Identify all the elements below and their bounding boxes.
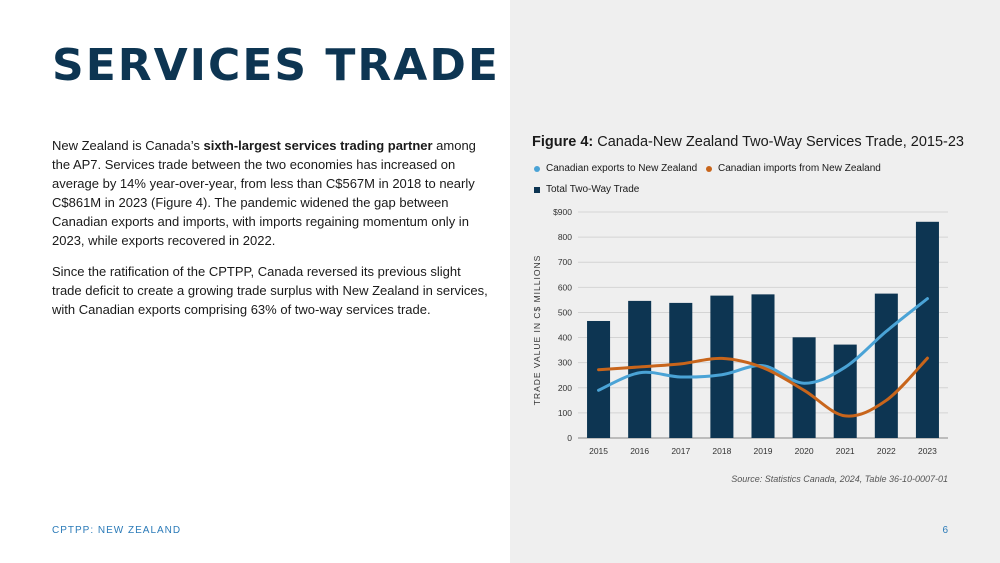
footer-section-label: CPTPP: NEW ZEALAND — [52, 525, 182, 536]
intro-text-bold: sixth-largest services trading partner — [203, 138, 433, 153]
bar-total — [587, 320, 611, 438]
y-tick-label: 700 — [558, 257, 572, 267]
legend-imports-dot — [706, 165, 712, 172]
bar-total — [628, 300, 652, 438]
x-tick-label: 2020 — [795, 446, 814, 456]
x-tick-label: 2021 — [836, 446, 855, 456]
bar-total — [915, 221, 939, 438]
line-exports — [597, 297, 929, 392]
bar-total — [710, 295, 734, 438]
page-title: SERVICES TRADE — [52, 40, 500, 91]
x-tick-label: 2017 — [671, 446, 690, 456]
cptpp-paragraph: Since the ratification of the CPTPP, Can… — [52, 264, 488, 317]
y-tick-label: 500 — [558, 307, 572, 317]
x-tick-label: 2016 — [630, 446, 649, 456]
legend-exports-dot — [534, 165, 540, 172]
y-tick-label: $900 — [553, 207, 572, 217]
legend-total-label: Total Two-Way Trade — [546, 184, 640, 195]
services-trade-chart: 0 100 200 300 400 500 600 700 800 $900 TRADE VALUE… — [532, 207, 948, 456]
legend-exports: Canadian exports to New Zealand — [534, 163, 697, 174]
bar-total — [833, 344, 857, 438]
legend-imports: Canadian imports from New Zealand — [706, 163, 881, 174]
x-tick-label: 2015 — [589, 446, 608, 456]
legend-total: Total Two-Way Trade — [534, 184, 639, 195]
figure-caption: Canada-New Zealand Two-Way Services Trad… — [597, 134, 964, 150]
y-tick-label: 600 — [558, 282, 572, 292]
bar-total — [874, 293, 898, 438]
intro-text-end: among the AP7. Services trade between th… — [52, 138, 476, 248]
x-tick-label: 2019 — [754, 446, 773, 456]
x-tick-label: 2018 — [712, 446, 731, 456]
x-tick-label: 2022 — [877, 446, 896, 456]
y-axis-label: TRADE VALUE IN C$ MILLIONS — [532, 255, 542, 406]
figure-number: Figure 4: — [532, 134, 594, 150]
bar-total — [669, 302, 693, 438]
line-imports — [597, 356, 929, 418]
figure-title: Figure 4: Canada-New Zealand Two-Way Ser… — [532, 134, 964, 150]
bar-total — [792, 337, 816, 438]
y-tick-label: 0 — [567, 433, 572, 443]
x-tick-label: 2023 — [918, 446, 937, 456]
y-tick-label: 100 — [558, 408, 572, 418]
intro-text-start: New Zealand is Canada’s — [52, 138, 204, 153]
y-tick-label: 400 — [558, 333, 572, 343]
y-tick-label: 200 — [558, 383, 572, 393]
page-number: 6 — [942, 525, 948, 536]
source-note: Source: Statistics Canada, 2024, Table 3… — [731, 474, 948, 484]
legend-total-square — [534, 186, 540, 193]
intro-paragraph: New Zealand is Canada’s sixth-largest se… — [52, 136, 492, 250]
y-tick-label: 800 — [558, 232, 572, 242]
legend-exports-label: Canadian exports to New Zealand — [546, 163, 698, 174]
y-tick-label: 300 — [558, 358, 572, 368]
legend-imports-label: Canadian imports from New Zealand — [718, 163, 881, 174]
